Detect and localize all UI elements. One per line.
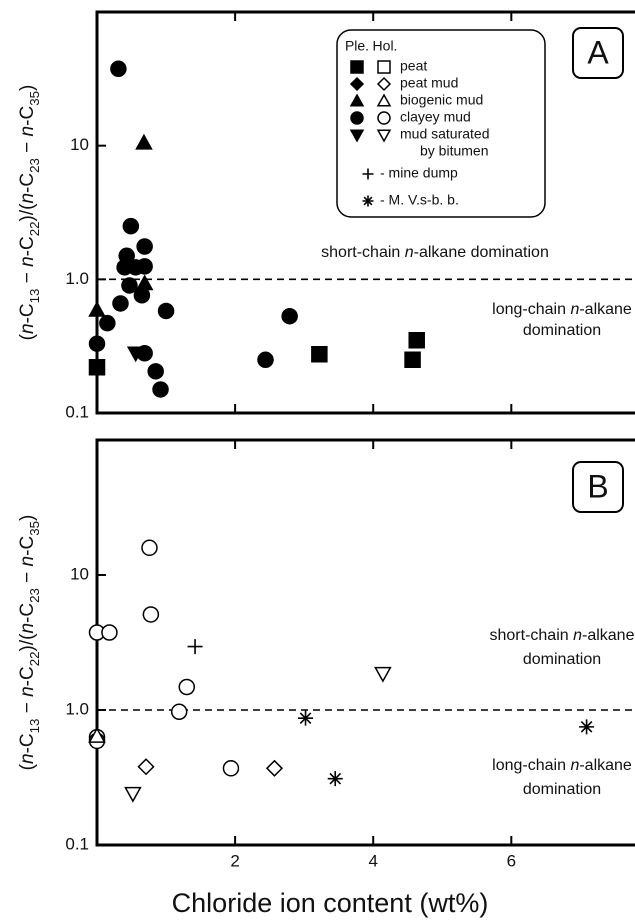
- data-point: [122, 217, 140, 235]
- legend-marker: [362, 195, 374, 207]
- plot-frame: [95, 10, 635, 415]
- data-point: [327, 771, 343, 787]
- legend-marker: [350, 60, 364, 74]
- data-point: [152, 381, 169, 398]
- data-point: [222, 760, 240, 777]
- annotation: long-chain n-alkane: [492, 301, 632, 318]
- x-tick-label: 2: [230, 851, 239, 870]
- panel-label-box: [572, 27, 624, 79]
- legend-marker: [376, 93, 392, 107]
- legend-marker: [349, 129, 365, 143]
- y-axis-label: (n-C13 − n-C22)/(n-C23 − n-C35): [17, 515, 42, 771]
- data-point: [101, 624, 118, 641]
- x-tick-label: 4: [368, 851, 377, 870]
- data-point: [298, 710, 314, 726]
- legend-label: - M. V.s-b. b.: [380, 192, 459, 208]
- legend-label: peat: [400, 58, 427, 74]
- data-point: [147, 363, 164, 380]
- y-tick-label: 1.0: [65, 269, 89, 288]
- y-tick-label: 0.1: [65, 402, 89, 421]
- data-point: [121, 277, 138, 294]
- y-tick-label: 1.0: [65, 699, 89, 718]
- data-point: [110, 60, 127, 77]
- x-axis-label: Chloride ion content (wt%): [172, 888, 489, 918]
- data-point: [141, 539, 158, 556]
- legend-label: biogenic mud: [400, 92, 483, 108]
- legend-marker: [376, 76, 392, 92]
- data-point: [281, 308, 298, 325]
- legend-box: [336, 29, 546, 218]
- data-point: [142, 606, 160, 623]
- data-point: [124, 786, 142, 803]
- data-point: [178, 678, 196, 696]
- data-point: [135, 133, 153, 150]
- data-point: [88, 727, 106, 743]
- y-tick-label: 0.1: [65, 834, 89, 853]
- annotation: domination: [523, 781, 601, 798]
- x-tick-label: 6: [507, 851, 516, 870]
- data-point: [136, 238, 153, 255]
- legend-label: - mine dump: [380, 165, 458, 181]
- data-point: [257, 351, 274, 368]
- legend-marker: [349, 76, 365, 92]
- data-point: [99, 314, 116, 332]
- y-tick-label: 10: [70, 564, 89, 583]
- legend-marker: [376, 129, 392, 143]
- data-point: [137, 758, 155, 776]
- data-point: [133, 287, 151, 304]
- data-point: [408, 332, 425, 349]
- panel-label: B: [587, 468, 608, 504]
- data-point: [265, 759, 284, 777]
- legend-header: Ple.: [345, 38, 369, 54]
- annotation: domination: [523, 651, 601, 668]
- data-point: [187, 639, 203, 655]
- legend-label: peat mud: [400, 75, 458, 91]
- legend-marker: [377, 60, 391, 74]
- annotation: short-chain n-alkane domination: [321, 244, 549, 261]
- data-point: [311, 346, 328, 363]
- data-point: [374, 666, 392, 683]
- data-point: [157, 302, 175, 320]
- panel-label-box: [572, 461, 624, 513]
- plot-frame: [95, 438, 635, 847]
- data-point: [404, 351, 421, 369]
- y-tick-label: 10: [70, 135, 89, 154]
- data-point: [136, 345, 153, 362]
- data-point: [88, 335, 106, 352]
- annotation: short-chain n-alkane: [490, 627, 635, 644]
- legend-marker: [349, 93, 365, 107]
- legend-header: Hol.: [373, 38, 398, 54]
- data-point: [136, 258, 153, 275]
- legend-marker: [362, 168, 374, 180]
- legend-marker: [350, 111, 364, 125]
- data-point: [88, 358, 106, 376]
- legend-marker: [377, 111, 391, 125]
- annotation: domination: [523, 322, 601, 339]
- y-axis-label: (n-C13 − n-C22)/(n-C23 − n-C35): [17, 85, 42, 341]
- legend-label: mud saturated: [400, 126, 490, 142]
- data-point: [170, 703, 188, 720]
- annotation: long-chain n-alkane: [492, 757, 632, 774]
- legend-label: by bitumen: [420, 143, 488, 159]
- data-point: [112, 295, 129, 312]
- data-point: [579, 719, 595, 735]
- legend-label: clayey mud: [400, 109, 471, 125]
- data-point: [88, 300, 106, 317]
- panel-label: A: [587, 34, 609, 70]
